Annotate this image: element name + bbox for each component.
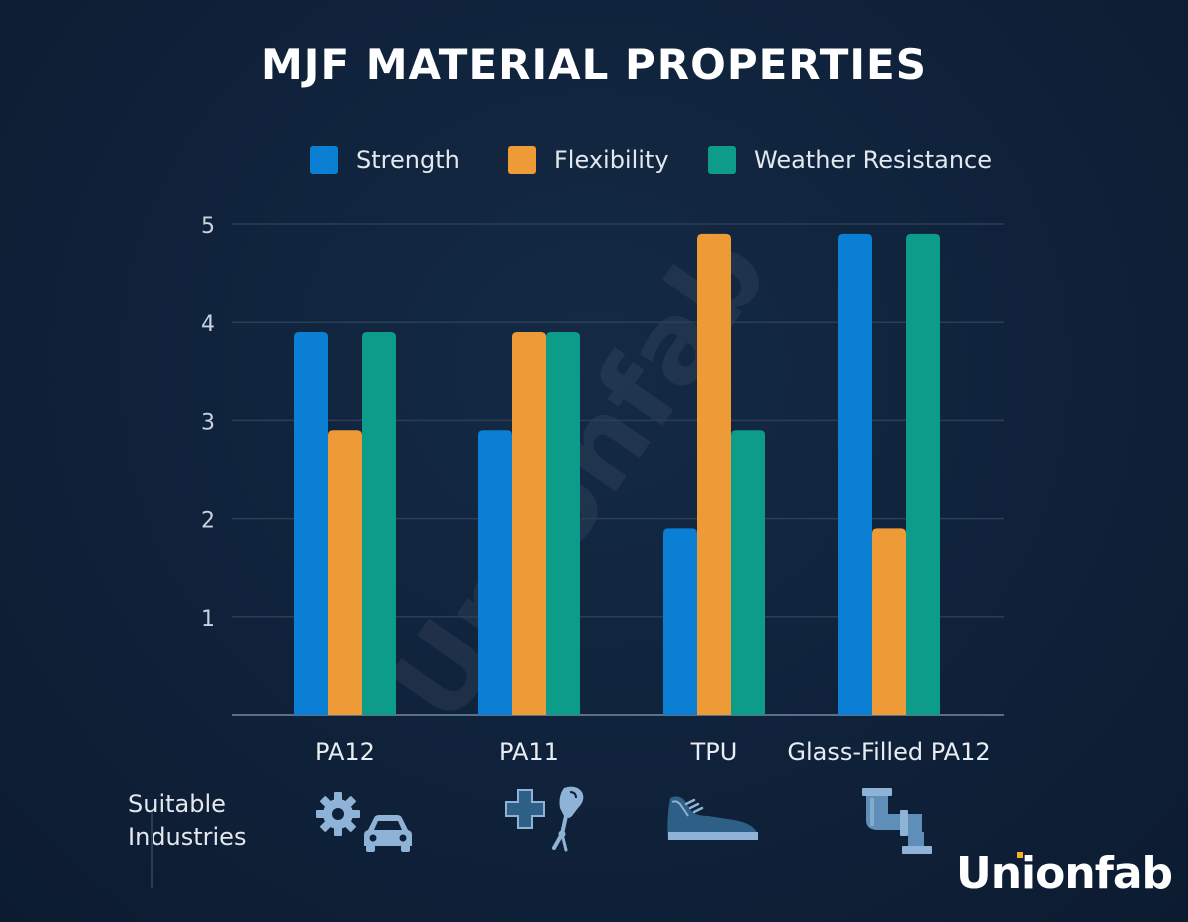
bars-layer [294, 233, 940, 715]
legend-label-weather-resistance: Weather Resistance [754, 146, 993, 174]
bar-glass-filled-pa12-strength [838, 233, 872, 715]
bar-pa11-flexibility [512, 332, 546, 715]
bar-pa12-flexibility [328, 430, 362, 715]
y-tick-label: 5 [201, 214, 215, 239]
bar-glass-filled-pa12-flexibility [872, 528, 906, 715]
y-tick-label: 3 [201, 410, 215, 435]
legend-label-flexibility: Flexibility [554, 146, 669, 174]
y-tick-label: 1 [201, 607, 215, 632]
chart-title: MJF MATERIAL PROPERTIES [261, 40, 927, 89]
prosthetic-arm-icon [552, 786, 584, 852]
x-tick-label: Glass-Filled PA12 [787, 738, 990, 766]
bar-glass-filled-pa12-weather-resistance [906, 233, 940, 715]
legend-item-weather-resistance: Weather Resistance [708, 140, 992, 180]
bar-tpu-weather-resistance [731, 430, 765, 715]
x-tick-label: PA12 [315, 738, 375, 766]
legend-swatch-flexibility [508, 146, 536, 174]
x-tick-label: TPU [690, 738, 738, 766]
bar-pa12-weather-resistance [362, 332, 396, 715]
brand-logo-accent [1017, 852, 1023, 858]
industry-icons-tpu [664, 790, 764, 846]
divider [151, 812, 153, 888]
bar-tpu-strength [663, 528, 697, 715]
legend-item-strength: Strength [310, 140, 460, 180]
y-tick-label: 2 [201, 509, 215, 534]
x-tick-label: PA11 [499, 738, 559, 766]
bar-pa11-strength [478, 430, 512, 715]
suitable-industries-label: Suitable Industries [128, 790, 247, 851]
gear-icon [316, 792, 360, 836]
bar-tpu-flexibility [697, 233, 731, 715]
industry-icons-glass-filled-pa12 [858, 784, 938, 856]
car-icon [364, 815, 412, 852]
pipe-icon [862, 788, 932, 854]
brand-logo: Unionfab [956, 848, 1173, 899]
industry-icons-pa12 [312, 790, 412, 852]
bar-pa12-strength [294, 332, 328, 715]
legend-swatch-weather-resistance [708, 146, 736, 174]
sneaker-icon [667, 796, 758, 840]
bar-pa11-weather-resistance [546, 332, 580, 715]
medical-cross-icon [505, 789, 545, 829]
y-tick-label: 4 [201, 312, 215, 337]
legend-item-flexibility: Flexibility [508, 140, 669, 180]
industry-icons-pa11 [502, 782, 598, 856]
labels-layer: 1 2 3 4 5 PA12 PA11 TPU Glass-Filled PA12 [201, 214, 991, 766]
legend-swatch-strength [310, 146, 338, 174]
legend-label-strength: Strength [356, 146, 460, 174]
